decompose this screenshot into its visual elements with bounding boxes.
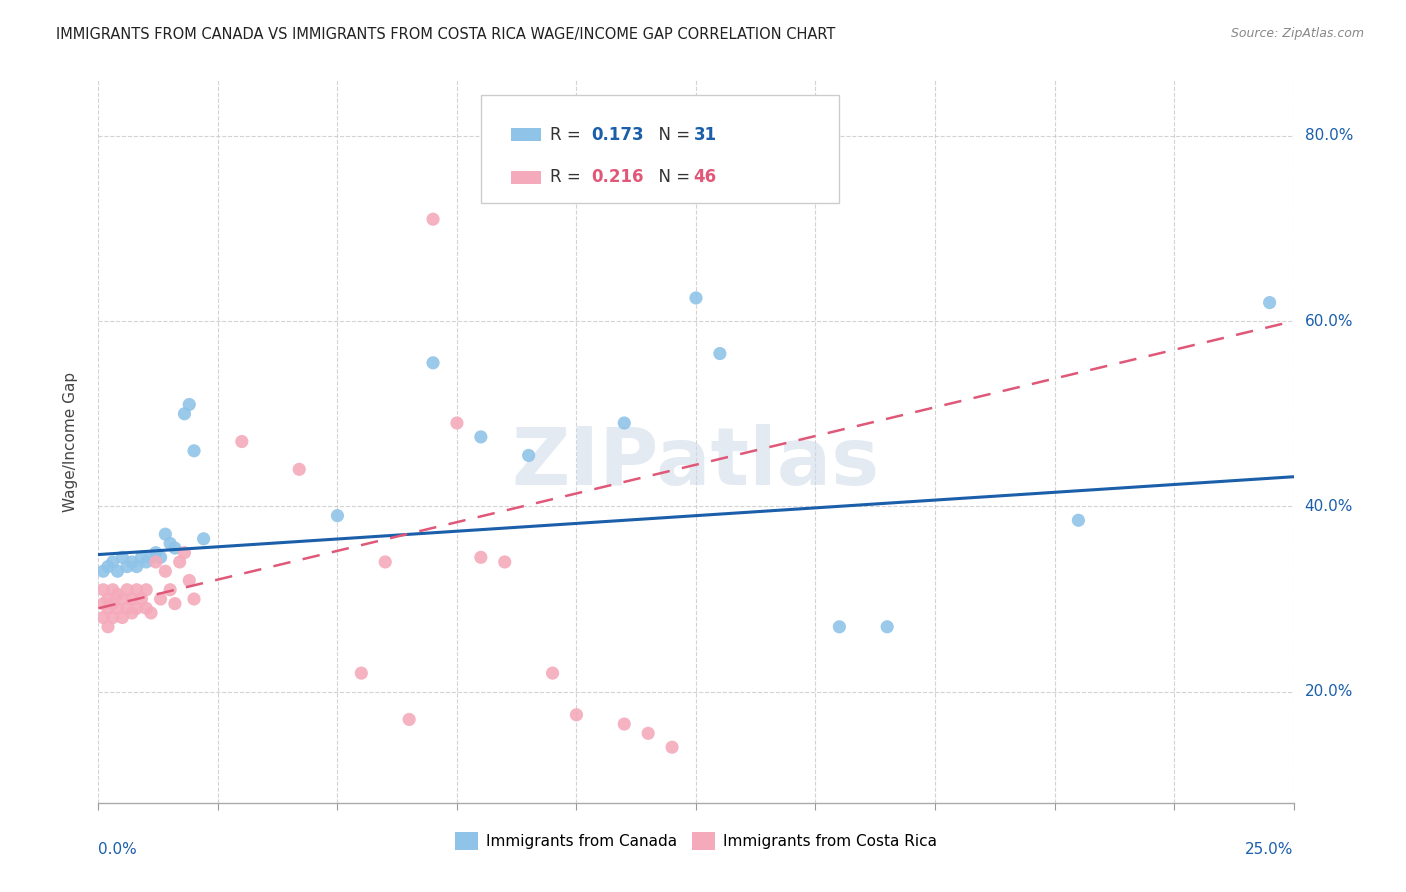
Point <box>111 610 134 624</box>
Point <box>661 740 683 755</box>
Point <box>135 582 157 597</box>
Point <box>613 416 636 430</box>
FancyBboxPatch shape <box>510 128 541 141</box>
Point <box>159 536 181 550</box>
Point <box>517 449 540 463</box>
Point <box>111 592 134 607</box>
Text: R =: R = <box>550 168 586 186</box>
Point <box>125 559 148 574</box>
Point <box>97 601 120 615</box>
Point <box>470 430 492 444</box>
Point <box>183 443 205 458</box>
Point <box>101 555 124 569</box>
Point <box>115 582 138 597</box>
Text: ZIPatlas: ZIPatlas <box>512 425 880 502</box>
Point <box>131 550 153 565</box>
Point <box>149 592 172 607</box>
Text: 25.0%: 25.0% <box>1246 842 1294 856</box>
Point <box>173 407 195 421</box>
Point <box>101 610 124 624</box>
Point <box>231 434 253 449</box>
Point <box>111 550 134 565</box>
Point <box>163 541 186 555</box>
Point <box>374 555 396 569</box>
Point <box>135 555 157 569</box>
FancyBboxPatch shape <box>510 170 541 184</box>
Point <box>131 592 153 607</box>
Point <box>135 601 157 615</box>
Point <box>193 532 215 546</box>
Legend: Immigrants from Canada, Immigrants from Costa Rica: Immigrants from Canada, Immigrants from … <box>449 826 943 856</box>
Point <box>326 508 349 523</box>
Point <box>125 582 148 597</box>
Point <box>1258 295 1281 310</box>
Point <box>107 587 129 601</box>
Point <box>107 564 129 578</box>
Point <box>422 356 444 370</box>
Text: 20.0%: 20.0% <box>1305 684 1353 699</box>
Point <box>139 550 162 565</box>
Point <box>470 550 492 565</box>
Point <box>685 291 707 305</box>
Point <box>121 555 143 569</box>
Point <box>125 601 148 615</box>
Point <box>91 610 114 624</box>
Text: N =: N = <box>648 168 696 186</box>
Point <box>91 582 114 597</box>
Y-axis label: Wage/Income Gap: Wage/Income Gap <box>63 371 77 512</box>
Point <box>115 601 138 615</box>
Point <box>422 212 444 227</box>
Point <box>97 620 120 634</box>
Point <box>494 555 516 569</box>
Text: 80.0%: 80.0% <box>1305 128 1353 144</box>
Point <box>179 397 201 411</box>
Point <box>145 555 167 569</box>
Point <box>91 564 114 578</box>
Point <box>173 546 195 560</box>
Point <box>121 592 143 607</box>
Text: IMMIGRANTS FROM CANADA VS IMMIGRANTS FROM COSTA RICA WAGE/INCOME GAP CORRELATION: IMMIGRANTS FROM CANADA VS IMMIGRANTS FRO… <box>56 27 835 42</box>
Point <box>155 527 177 541</box>
Text: 40.0%: 40.0% <box>1305 499 1353 514</box>
Point <box>709 346 731 360</box>
Point <box>97 559 120 574</box>
Text: 60.0%: 60.0% <box>1305 314 1353 328</box>
Point <box>637 726 659 740</box>
Point <box>1067 513 1090 527</box>
Text: Source: ZipAtlas.com: Source: ZipAtlas.com <box>1230 27 1364 40</box>
Text: 0.216: 0.216 <box>591 168 644 186</box>
Point <box>446 416 468 430</box>
Point <box>613 717 636 731</box>
Point <box>107 601 129 615</box>
Point <box>828 620 851 634</box>
Point <box>163 597 186 611</box>
Text: 0.0%: 0.0% <box>98 842 138 856</box>
Point <box>155 564 177 578</box>
Point <box>101 597 124 611</box>
Point <box>149 550 172 565</box>
Point <box>97 592 120 607</box>
Text: 31: 31 <box>693 126 717 144</box>
Point <box>183 592 205 607</box>
Point <box>350 666 373 681</box>
Point <box>139 606 162 620</box>
Point <box>565 707 588 722</box>
Point <box>876 620 898 634</box>
Text: 46: 46 <box>693 168 717 186</box>
Point <box>145 546 167 560</box>
Text: 0.173: 0.173 <box>591 126 644 144</box>
FancyBboxPatch shape <box>481 95 839 203</box>
Point <box>115 559 138 574</box>
Point <box>398 713 420 727</box>
Point <box>541 666 564 681</box>
Point <box>288 462 311 476</box>
Point <box>179 574 201 588</box>
Point <box>101 582 124 597</box>
Point <box>159 582 181 597</box>
Text: R =: R = <box>550 126 586 144</box>
Point <box>121 606 143 620</box>
Point <box>169 555 191 569</box>
Point <box>91 597 114 611</box>
Text: N =: N = <box>648 126 696 144</box>
